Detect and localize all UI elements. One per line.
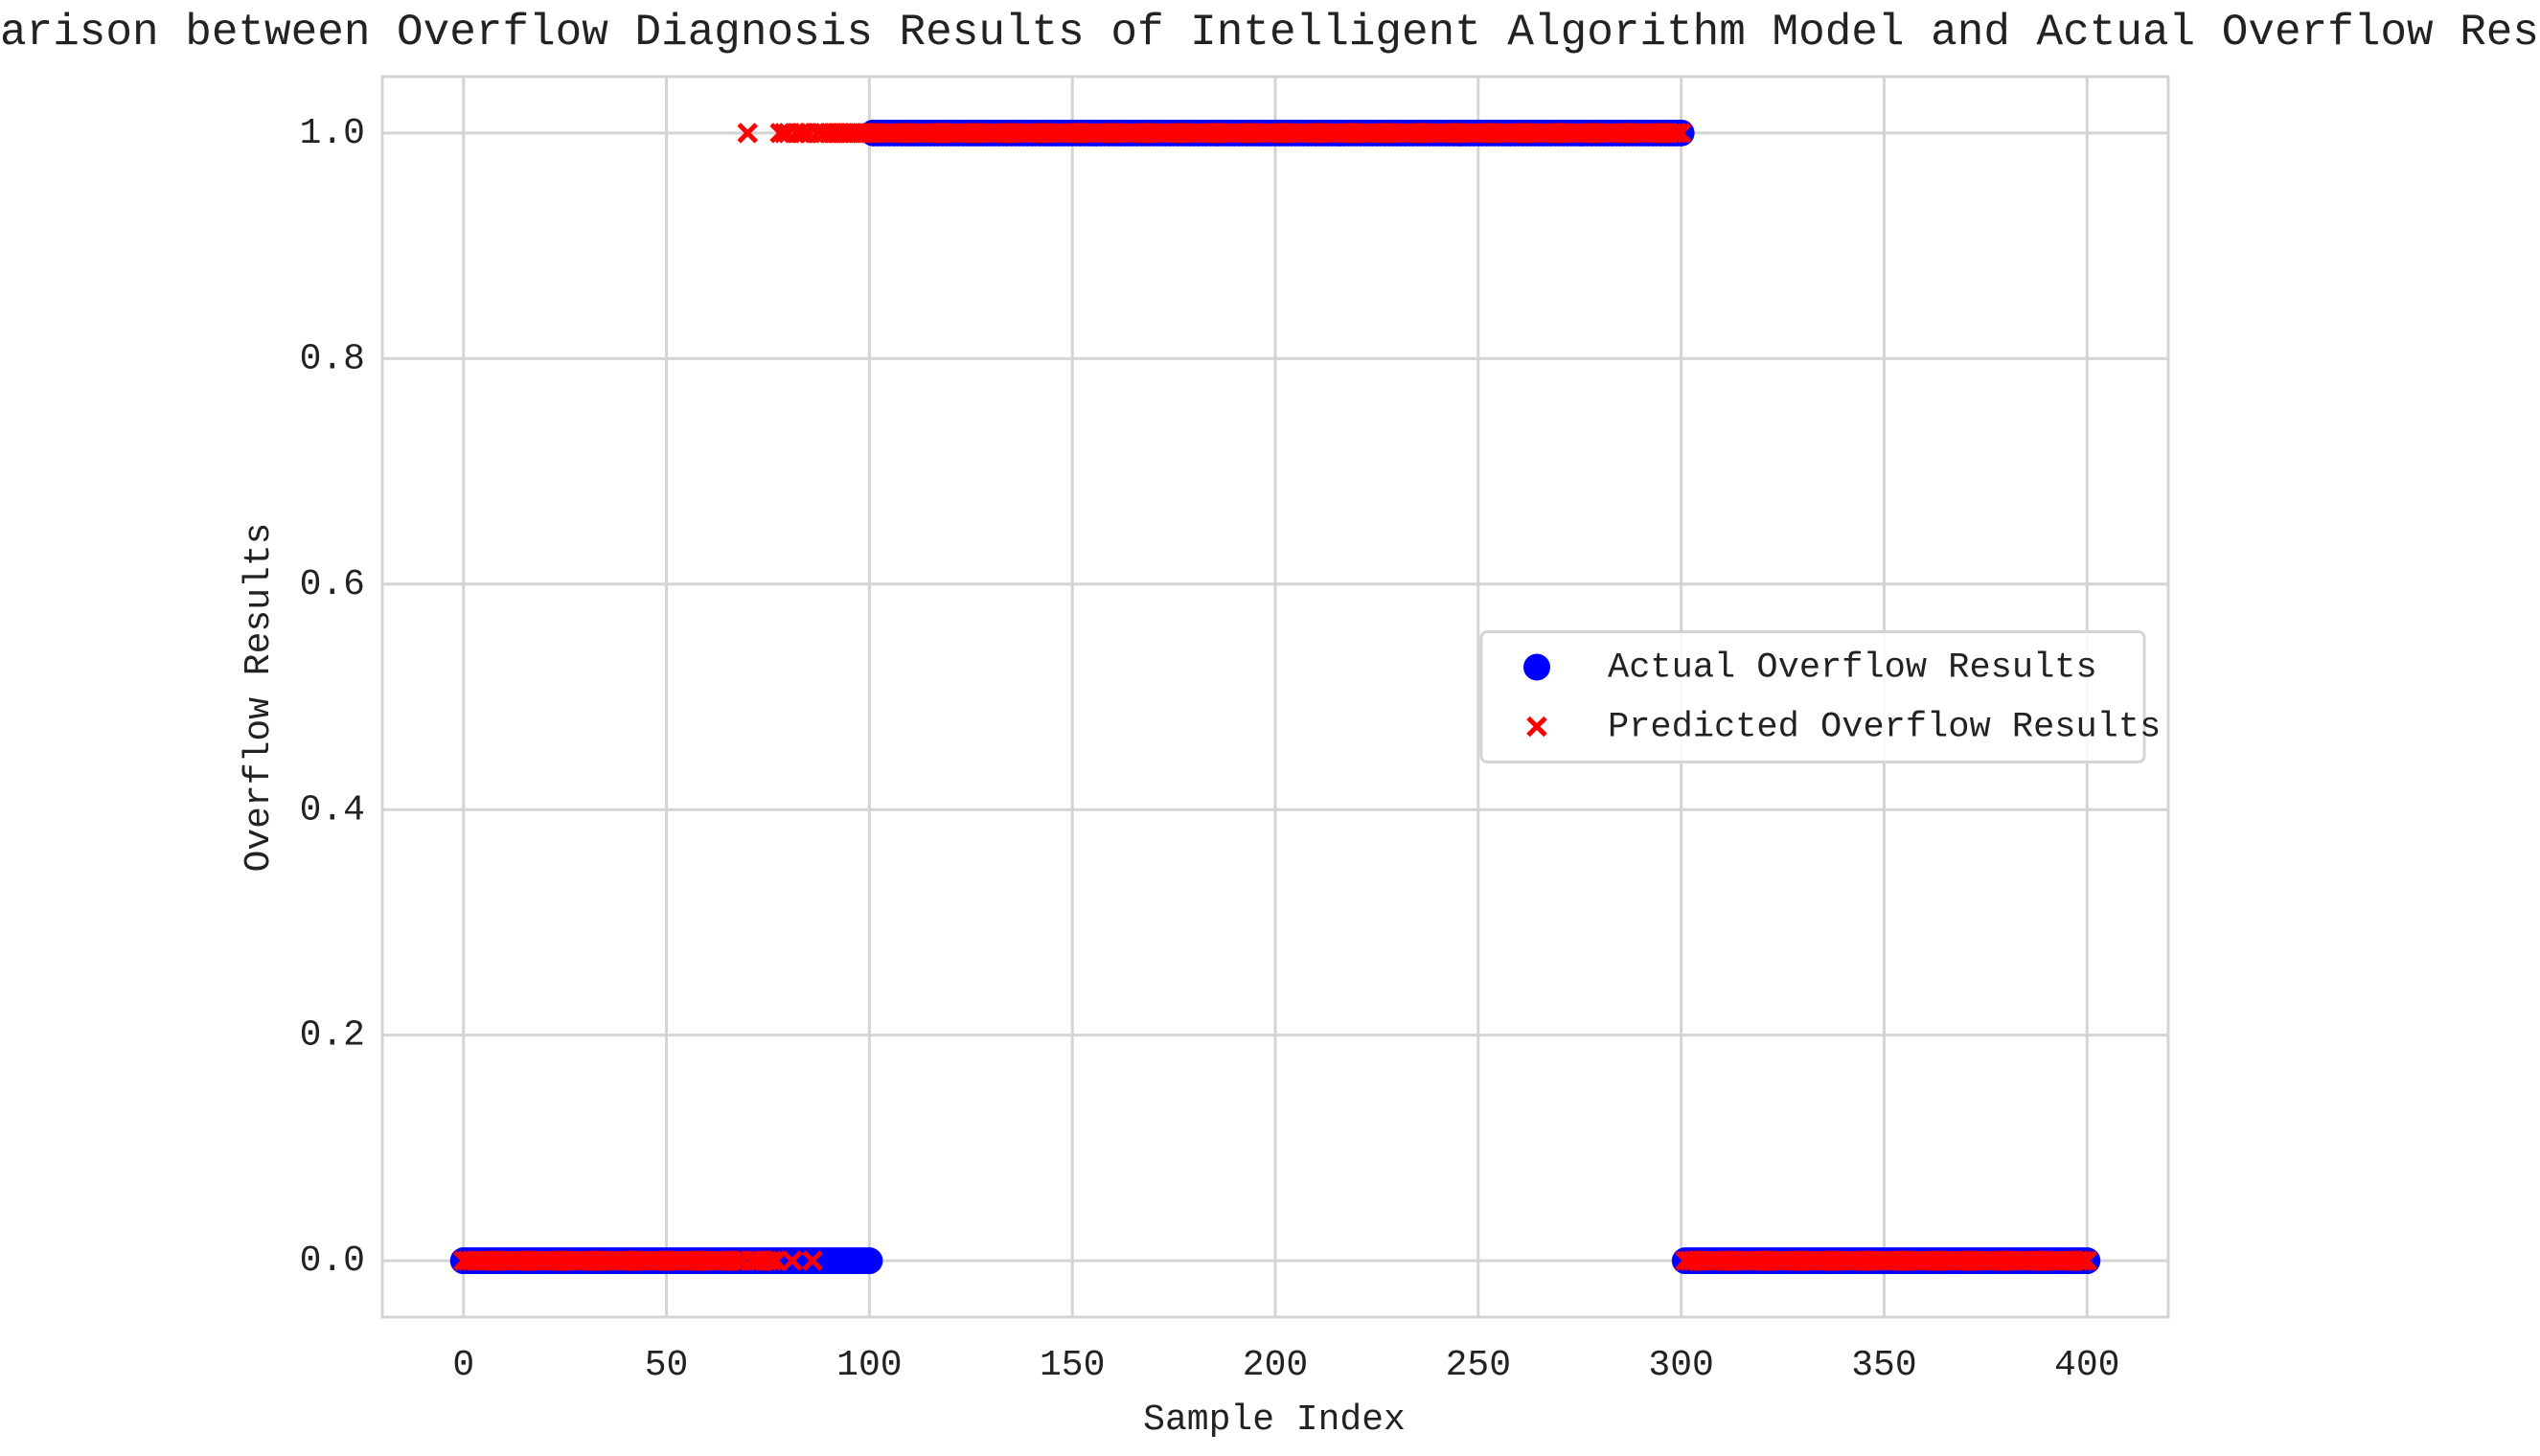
marker-dot — [856, 1247, 883, 1275]
marker-x — [2072, 1250, 2094, 1271]
marker-x — [2076, 1250, 2098, 1271]
legend-label: Predicted Overflow Results — [1608, 707, 2161, 747]
x-tick-label: 50 — [645, 1345, 689, 1386]
marker-x — [782, 1250, 803, 1271]
marker-x — [802, 1250, 823, 1271]
legend: Actual Overflow Results Predicted Overflo… — [1479, 630, 2161, 763]
series — [452, 123, 2098, 1271]
x-tick-label: 0 — [452, 1345, 474, 1386]
y-tick-label: 0.6 — [300, 564, 365, 605]
x-tick-label: 350 — [1851, 1345, 1916, 1386]
marker-x — [1666, 123, 1688, 144]
x-tick-label: 200 — [1243, 1345, 1308, 1386]
y-axis-label: Overflow Results — [239, 523, 280, 873]
y-tick-label: 0.2 — [300, 1015, 365, 1057]
x-tick-label: 150 — [1040, 1345, 1105, 1386]
marker-x — [761, 1250, 783, 1271]
x-tick-label: 400 — [2054, 1345, 2119, 1386]
x-tick-label: 250 — [1446, 1345, 1511, 1386]
marker-x — [766, 1250, 787, 1271]
y-tick-label: 1.0 — [300, 113, 365, 154]
legend-label: Actual Overflow Results — [1608, 648, 2097, 688]
legend-box — [1479, 630, 2146, 763]
chart-title: Comparison between Overflow Diagnosis Re… — [0, 8, 2540, 57]
x-tick-label: 300 — [1648, 1345, 1713, 1386]
marker-x — [1526, 716, 1547, 738]
marker-x — [1670, 123, 1692, 144]
x-tick-label: 100 — [836, 1345, 902, 1386]
marker-x — [737, 123, 759, 144]
x-axis-label: Sample Index — [1143, 1399, 1406, 1441]
y-tick-label: 0.8 — [300, 338, 365, 379]
y-tick-label: 0.4 — [300, 789, 365, 830]
marker-dot — [1523, 653, 1550, 681]
plot-frame — [380, 75, 2170, 1319]
y-tick-label: 0.0 — [300, 1240, 365, 1282]
